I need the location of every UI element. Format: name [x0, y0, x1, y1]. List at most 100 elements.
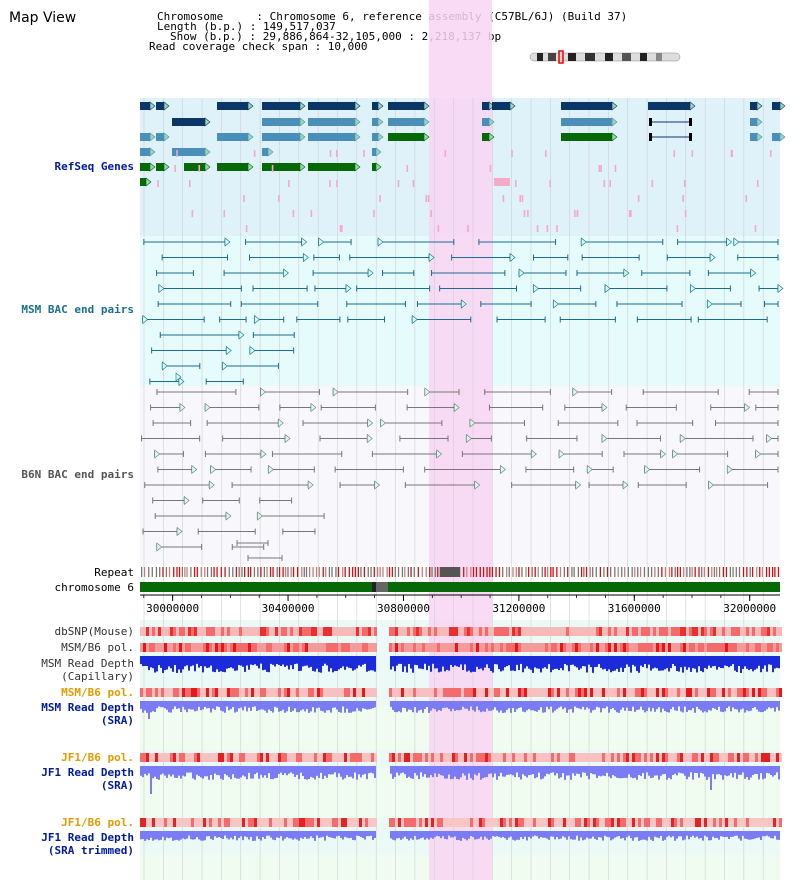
read-depth-bar	[504, 656, 506, 668]
read-depth-bar	[646, 656, 648, 669]
msm-bac-pair-arrow	[377, 237, 384, 247]
polymorphism-cell	[746, 688, 749, 697]
b6n-bac-track[interactable]	[141, 387, 779, 561]
read-depth-bar	[732, 831, 734, 837]
repeat-element	[437, 567, 439, 577]
refseq-tick	[519, 195, 522, 202]
polymorphism-cell	[485, 818, 488, 827]
read-depth-bar	[196, 766, 198, 775]
read-depth-bar	[638, 831, 640, 841]
polymorphism-cell	[620, 818, 623, 827]
read-depth-bar	[474, 766, 476, 775]
polymorphism-cell	[686, 818, 689, 827]
refseq-genes-track[interactable]	[140, 101, 786, 232]
polymorphism-cell	[650, 643, 653, 652]
polymorphism-cell	[629, 753, 632, 762]
read-depth-bar	[432, 831, 434, 839]
msm-bac-label[interactable]: MSM BAC end pairs	[21, 303, 134, 316]
polymorphism-cell	[464, 627, 467, 636]
read-depth-bar	[322, 656, 324, 666]
read-depth-bar	[460, 701, 462, 710]
read-depth-bar	[650, 766, 652, 779]
repeat-element	[243, 567, 246, 577]
polymorphism-cell	[215, 643, 218, 652]
selection-highlight[interactable]	[429, 0, 492, 880]
read-depth-bar	[496, 656, 498, 665]
read-depth-bar	[578, 831, 580, 841]
read-depth-bar	[696, 766, 698, 774]
read-depth-bar	[754, 831, 756, 839]
read-depth-bar	[642, 766, 644, 774]
read-depth-bar	[424, 701, 426, 709]
b6n-bac-pair-arrow	[575, 480, 582, 490]
polymorphism-cell	[710, 688, 713, 697]
read-depth-bar	[510, 701, 512, 713]
read-depth-bar	[766, 701, 768, 710]
repeat-element	[206, 567, 209, 577]
read-depth-bar	[410, 831, 412, 839]
read-depth-bar	[304, 831, 306, 838]
polymorphism-cell	[590, 818, 593, 827]
read-depth-bar	[488, 831, 490, 841]
read-depth-bar	[702, 701, 704, 713]
read-depth-bar	[722, 701, 724, 713]
chromosome-ideogram[interactable]	[529, 50, 681, 64]
polymorphism-cell	[578, 818, 581, 827]
refseq-genes-label[interactable]: RefSeq Genes	[54, 160, 134, 173]
read-depth-bar	[718, 701, 720, 707]
polymorphism-cell	[743, 627, 746, 636]
polymorphism-cell	[299, 753, 302, 762]
polymorphism-cell	[143, 643, 146, 652]
read-depth-bar	[262, 766, 264, 778]
polymorphism-cell	[281, 627, 284, 636]
read-depth-bar	[146, 701, 148, 713]
repeat-track[interactable]	[141, 567, 780, 577]
polymorphism-cell	[494, 643, 497, 652]
gene-block	[372, 133, 378, 141]
polymorphism-cell	[152, 643, 155, 652]
polymorphism-cell	[251, 643, 254, 652]
refseq-tick	[756, 180, 759, 187]
read-depth-bar	[534, 831, 536, 836]
read-depth-bar	[694, 701, 696, 713]
repeat-element	[691, 567, 693, 577]
gene-block	[140, 163, 150, 171]
b6n-bac-label[interactable]: B6N BAC end pairs	[21, 468, 134, 481]
repeat-element	[676, 567, 679, 577]
read-depth-bar	[548, 831, 550, 840]
read-depth-bar	[256, 831, 258, 837]
polymorphism-cell	[545, 818, 548, 827]
polymorphism-cell	[770, 818, 773, 827]
read-depth-bar	[598, 831, 600, 838]
polymorphism-cell	[602, 627, 605, 636]
read-depth-bar	[198, 701, 200, 707]
read-depth-bar	[554, 766, 556, 776]
jf1-b6-pol-label: JF1/B6 pol.	[61, 751, 134, 764]
polymorphism-cell	[689, 753, 692, 762]
read-depth-bar	[740, 766, 742, 775]
polymorphism-cell	[167, 753, 170, 762]
polymorphism-cell	[245, 688, 248, 697]
repeat-element	[178, 567, 181, 577]
polymorphism-cell	[227, 627, 230, 636]
read-depth-bar	[580, 656, 582, 669]
polymorphism-cell	[296, 688, 299, 697]
read-depth-bar	[332, 701, 334, 708]
repeat-element	[686, 567, 688, 577]
read-depth-bar	[714, 831, 716, 839]
polymorphism-cell	[719, 688, 722, 697]
read-depth-bar	[212, 656, 214, 672]
read-depth-bar	[408, 656, 410, 665]
polymorphism-cell	[236, 688, 239, 697]
polymorphism-cell	[533, 643, 536, 652]
read-depth-bar	[330, 701, 332, 713]
read-depth-bar	[440, 831, 442, 839]
repeat-element	[631, 567, 633, 577]
read-depth-bar	[352, 701, 354, 712]
msm-bac-track[interactable]	[142, 237, 784, 387]
polymorphism-cell	[197, 753, 200, 762]
polymorphism-cell	[191, 688, 194, 697]
polymorphism-cell	[557, 818, 560, 827]
read-depth-bar	[348, 656, 350, 668]
